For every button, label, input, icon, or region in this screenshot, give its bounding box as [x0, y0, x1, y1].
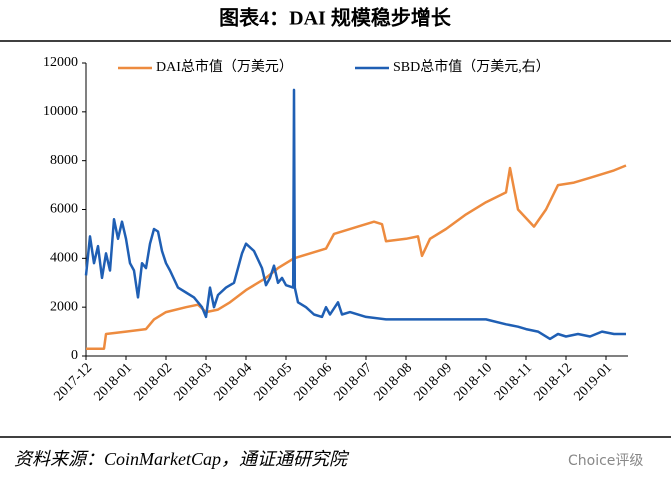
y-tick-label: 0	[71, 348, 78, 363]
series-line	[84, 88, 626, 341]
y-tick-label: 8000	[50, 153, 78, 168]
y-tick-label: 2000	[50, 299, 78, 314]
chart-title: 图表4：DAI 规模稳步增长	[219, 6, 452, 30]
x-tick-label: 2017-12	[51, 360, 95, 404]
series-line	[86, 164, 627, 350]
x-tick-label: 2018-03	[171, 360, 215, 404]
watermark: Choice评级	[568, 453, 643, 469]
x-tick-label: 2018-12	[531, 360, 575, 404]
y-tick-label: 4000	[50, 251, 78, 266]
source: 资料来源：CoinMarketCap，通证通研究院	[14, 449, 350, 469]
x-tick-label: 2018-02	[131, 360, 175, 404]
x-tick-label: 2018-07	[331, 360, 375, 404]
x-tick-label: 2018-10	[451, 360, 495, 404]
x-tick-label: 2018-09	[411, 360, 455, 404]
y-tick-label: 12000	[43, 55, 78, 70]
x-tick-label: 2018-04	[211, 360, 255, 404]
x-tick-label: 2018-06	[291, 360, 335, 404]
x-tick-label: 2019-01	[571, 360, 615, 404]
x-tick-label: 2018-08	[371, 360, 415, 404]
legend-label: SBD总市值（万美元,右）	[393, 58, 550, 75]
y-tick-label: 10000	[43, 104, 78, 119]
y-tick-label: 6000	[50, 202, 78, 217]
legend-label: DAI总市值（万美元）	[156, 58, 293, 75]
x-tick-label: 2018-01	[91, 360, 135, 404]
x-tick-label: 2018-05	[251, 360, 295, 404]
x-tick-label: 2018-11	[492, 360, 535, 403]
